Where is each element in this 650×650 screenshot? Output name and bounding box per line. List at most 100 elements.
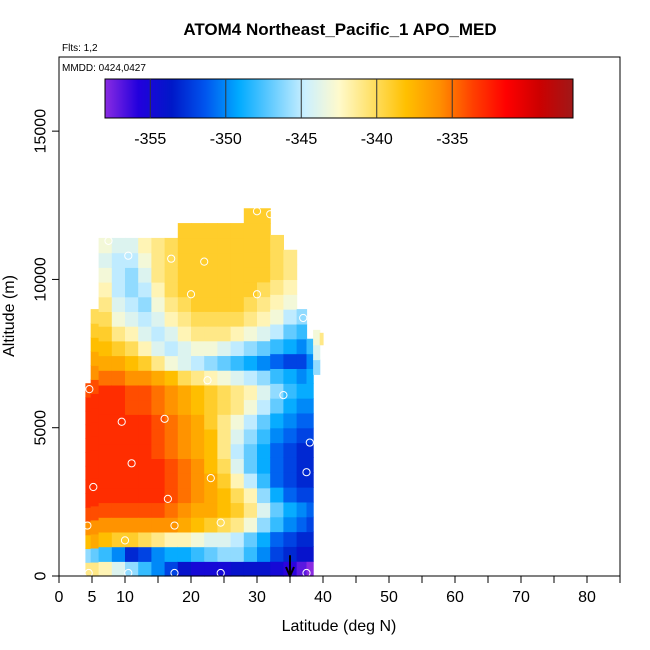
heatmap-cell (306, 561, 314, 577)
heatmap-cell (270, 531, 284, 547)
heatmap-cell (138, 326, 152, 342)
heatmap-cell (283, 472, 298, 488)
sample-point (127, 459, 136, 468)
heatmap-cell (217, 487, 232, 504)
heatmap-cell (90, 533, 100, 549)
heatmap-cell (164, 355, 179, 371)
heatmap-cell (164, 517, 179, 533)
heatmap-cell (151, 399, 166, 415)
heatmap-cell (243, 428, 258, 445)
heatmap-cell (257, 546, 271, 562)
heatmap-cell (138, 502, 152, 518)
y-axis: 0 5000 10000 15000 (33, 109, 59, 580)
sample-point (206, 474, 215, 483)
heatmap-cell (90, 449, 100, 465)
heatmap-cell (111, 267, 126, 283)
heatmap-cell (217, 399, 232, 415)
heatmap-cell (243, 473, 258, 489)
heatmap-cell (98, 473, 113, 489)
flights-annotation: Flts: 1,2 (62, 43, 98, 54)
heatmap-cell (138, 384, 152, 401)
heatmap-cell (177, 355, 192, 371)
heatmap-cell (283, 457, 298, 473)
heatmap-cell (257, 428, 271, 445)
heatmap-cell (111, 443, 126, 459)
heatmap-cell (204, 252, 218, 268)
heatmap-cell (125, 370, 139, 386)
heatmap-cell (164, 429, 179, 445)
heatmap-cell (270, 383, 284, 399)
heatmap-cell (257, 502, 271, 518)
heatmap-cell (151, 561, 166, 577)
heatmap-cell (164, 340, 179, 357)
x-tick-label: 10 (116, 589, 134, 606)
heatmap-cell (306, 516, 314, 533)
heatmap-cell (125, 237, 139, 254)
heatmap-cell (90, 309, 100, 324)
heatmap-cell (191, 223, 205, 239)
heatmap-cell (296, 338, 308, 355)
heatmap-cell (296, 309, 308, 325)
heatmap-cell (151, 252, 166, 268)
heatmap-cell (257, 281, 271, 298)
heatmap-cell (296, 457, 308, 473)
heatmap-cell (177, 458, 192, 474)
heatmap-cell (177, 414, 192, 430)
heatmap-cell (230, 355, 245, 371)
heatmap-cell (85, 465, 92, 481)
sample-point (84, 568, 93, 578)
heatmap-cell (111, 531, 126, 548)
heatmap-cell (306, 398, 314, 414)
heatmap-cell (283, 249, 298, 266)
sample-point (170, 521, 179, 530)
heatmap-cell (138, 399, 152, 415)
heatmap-cell (191, 340, 205, 357)
heatmap-cell (306, 383, 314, 399)
heatmap-cell (257, 296, 271, 312)
heatmap-cell (90, 365, 100, 380)
heatmap-cell (164, 531, 179, 548)
heatmap-cell (85, 438, 92, 453)
heatmap-cell (230, 561, 245, 577)
heatmap-cell (151, 237, 166, 254)
heatmap-cell (296, 501, 308, 518)
colorbar-tick-label: -335 (436, 131, 468, 148)
heatmap-cell (230, 267, 245, 283)
heatmap-cell (230, 311, 245, 327)
heatmap-cell (204, 311, 218, 327)
heatmap-cell (151, 531, 166, 548)
heatmap-cell (98, 517, 113, 533)
x-axis-label: Latitude (deg N) (282, 618, 397, 635)
heatmap-cell (98, 429, 113, 445)
heatmap-cell (306, 353, 314, 369)
heatmap-cell (191, 458, 205, 474)
heatmap-cell (138, 443, 152, 459)
heatmap-cell (296, 546, 308, 562)
sample-point (170, 568, 179, 578)
heatmap-cell (111, 355, 126, 371)
heatmap-cell (125, 502, 139, 518)
heatmap-cell (306, 531, 314, 547)
heatmap-cell (98, 267, 113, 283)
x-axis: 0 5 10 20 30 40 50 60 70 80 (55, 576, 621, 606)
x-tick-label: 70 (512, 589, 530, 606)
heatmap-cell (98, 546, 113, 562)
sample-points (83, 207, 314, 578)
heatmap-cell (217, 414, 232, 430)
heatmap-cell (151, 296, 166, 313)
heatmap-cell (191, 487, 205, 504)
heatmap-cell (296, 442, 308, 458)
heatmap-cell (283, 427, 298, 444)
x-tick-label: 20 (182, 589, 200, 606)
heatmap-cell (283, 398, 298, 414)
heatmap-cell (85, 452, 92, 467)
y-tick-label: 15000 (33, 109, 50, 154)
heatmap-cell (177, 487, 192, 504)
heatmap-cell (217, 311, 232, 327)
heatmap-cell (125, 429, 139, 445)
heatmap-cell (243, 517, 258, 533)
heatmap-cell (138, 267, 152, 283)
heatmap-cell (111, 502, 126, 518)
heatmap-cell (217, 281, 232, 298)
